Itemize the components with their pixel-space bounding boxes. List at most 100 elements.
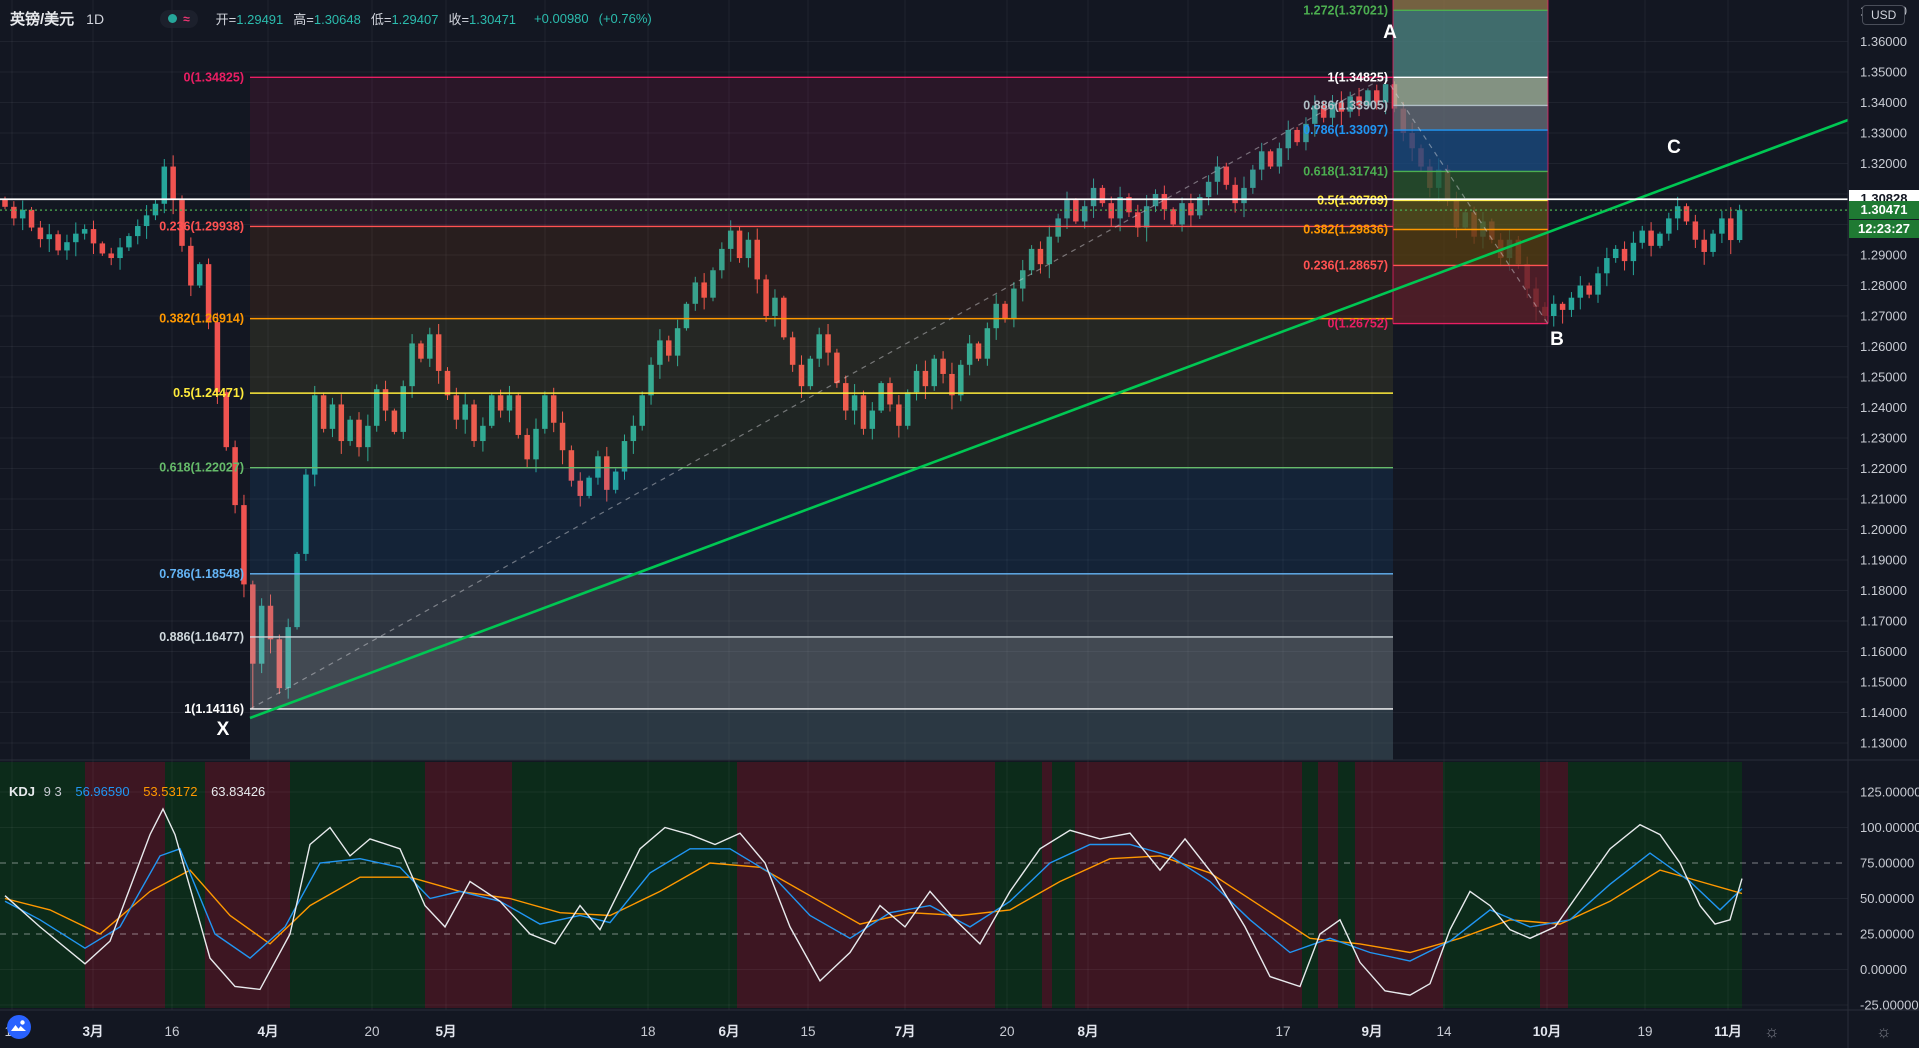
candle-body xyxy=(196,264,203,286)
candle-body xyxy=(772,297,778,316)
candle-body xyxy=(126,236,132,248)
watermark-logo[interactable] xyxy=(6,1014,32,1045)
candle-body xyxy=(1064,200,1070,219)
candle-body xyxy=(1055,218,1061,237)
candle-body xyxy=(1382,84,1389,103)
fib-band xyxy=(250,77,1393,227)
candle-body xyxy=(409,343,415,387)
candle-body xyxy=(90,229,97,244)
price-axis-label: 1.14000 xyxy=(1860,705,1907,720)
price-axis-label: 1.19000 xyxy=(1860,553,1907,568)
trend-line[interactable] xyxy=(249,118,1849,720)
fib-level-label: 1.272(1.37021) xyxy=(1303,3,1388,17)
candle-body xyxy=(1604,258,1610,274)
candle-body xyxy=(1595,273,1601,295)
kdj-trend-band xyxy=(995,762,1042,1008)
fib-band xyxy=(1393,200,1548,230)
candle-body xyxy=(2,198,8,207)
candle-body xyxy=(64,242,70,251)
candle-body xyxy=(1559,303,1566,310)
candle-body xyxy=(347,419,353,442)
kdj-lines-layer xyxy=(0,807,1848,996)
kdj-axis-label: 75.00000 xyxy=(1860,856,1914,871)
candle-body xyxy=(28,209,35,228)
candle-body xyxy=(763,279,769,316)
time-axis-label: 20 xyxy=(364,1024,379,1039)
trendlines-layer[interactable] xyxy=(0,76,1849,720)
kdj-trend-band xyxy=(1075,762,1302,1008)
symbol-title[interactable]: 英镑/美元 xyxy=(10,11,75,28)
candle-body xyxy=(285,627,291,689)
wave-point-label-B: B xyxy=(1550,329,1564,350)
candle-body xyxy=(1117,197,1123,219)
candle-body xyxy=(648,364,654,396)
candle-body xyxy=(382,389,389,411)
time-axis-label: 7月 xyxy=(894,1024,915,1039)
kdj-title[interactable]: KDJ xyxy=(9,784,36,799)
kdj-bands-layer xyxy=(0,762,1742,1008)
candle-body xyxy=(621,441,628,472)
candle-body xyxy=(1002,303,1008,320)
last-price-badge: 1.30471 xyxy=(1849,201,1919,219)
time-axis-label: 18 xyxy=(640,1024,655,1039)
kdj-axis-label: 125.00000 xyxy=(1860,785,1919,800)
time-axis-label: 10月 xyxy=(1533,1024,1562,1039)
change-readout: +0.00980 (+0.76%) xyxy=(534,11,652,26)
candle-body xyxy=(1135,212,1141,228)
status-pill[interactable]: ≈ xyxy=(160,9,198,28)
candle-body xyxy=(418,343,424,359)
time-axis-label: 6月 xyxy=(718,1024,739,1039)
candle-body xyxy=(1267,151,1274,167)
fib-layer[interactable]: 0(1.34825) 0.236(1.29938) 0.382(1.26914) 0.… xyxy=(159,0,1549,760)
candle-body xyxy=(515,395,522,435)
kdj-trend-band xyxy=(512,762,737,1008)
fib-level-label: 0.5(1.24471) xyxy=(173,386,244,400)
wave-icon: ≈ xyxy=(183,11,190,26)
symbol-header: 英镑/美元 1D ≈ 开=1.29491 高=1.30648 低=1.29407 收=… xyxy=(10,8,652,29)
candle-body xyxy=(1710,233,1716,252)
candle-body xyxy=(161,166,168,204)
candle-body xyxy=(1037,248,1044,265)
candle-body xyxy=(1347,96,1353,112)
fib-level-label: 0.5(1.30789) xyxy=(1317,193,1388,207)
candle-body xyxy=(701,282,707,298)
candle-body xyxy=(1621,248,1628,262)
candle-body xyxy=(559,422,566,451)
candle-body xyxy=(356,419,362,448)
candle-body xyxy=(542,395,548,429)
price-axis-label: 1.22000 xyxy=(1860,461,1907,476)
fib-level-label: 0.618(1.31741) xyxy=(1303,164,1388,178)
fib-band xyxy=(1393,265,1548,324)
candle-body xyxy=(1205,181,1212,198)
candle-body xyxy=(1374,90,1380,103)
candle-body xyxy=(444,370,451,396)
candle-body xyxy=(1683,206,1690,222)
candle-body xyxy=(993,303,999,329)
candle-body xyxy=(1338,102,1345,112)
kdj-trend-band xyxy=(1338,762,1355,1008)
time-axis-label: 11月 xyxy=(1714,1024,1742,1039)
candle-body xyxy=(19,209,26,219)
candle-body xyxy=(798,364,805,387)
xab-dashed-line[interactable] xyxy=(249,76,1386,710)
candle-body xyxy=(1612,248,1619,259)
axis-corner-settings-icon[interactable]: ☼ xyxy=(1876,1022,1892,1041)
candle-body xyxy=(214,322,221,393)
axis-labels-layer[interactable]: 1.370001.360001.350001.340001.330001.320… xyxy=(4,4,1919,1040)
candle-body xyxy=(896,404,902,426)
candle-body xyxy=(843,383,849,411)
candle-body xyxy=(1081,206,1088,222)
candle-body xyxy=(834,352,840,384)
fib-band xyxy=(250,467,1393,574)
candle-body xyxy=(860,395,867,429)
fib-band-below xyxy=(250,708,1393,760)
time-axis-settings-icon[interactable]: ☼ xyxy=(1764,1022,1780,1041)
candle-body xyxy=(1648,230,1654,246)
fib-level-label: 0(1.26752) xyxy=(1328,317,1388,331)
price-axis-label: 1.28000 xyxy=(1860,278,1907,293)
kdj-trend-band xyxy=(1568,762,1742,1008)
fib-band xyxy=(1393,77,1548,106)
currency-button[interactable]: USD xyxy=(1862,5,1906,25)
interval-selector[interactable]: 1D xyxy=(86,10,105,27)
